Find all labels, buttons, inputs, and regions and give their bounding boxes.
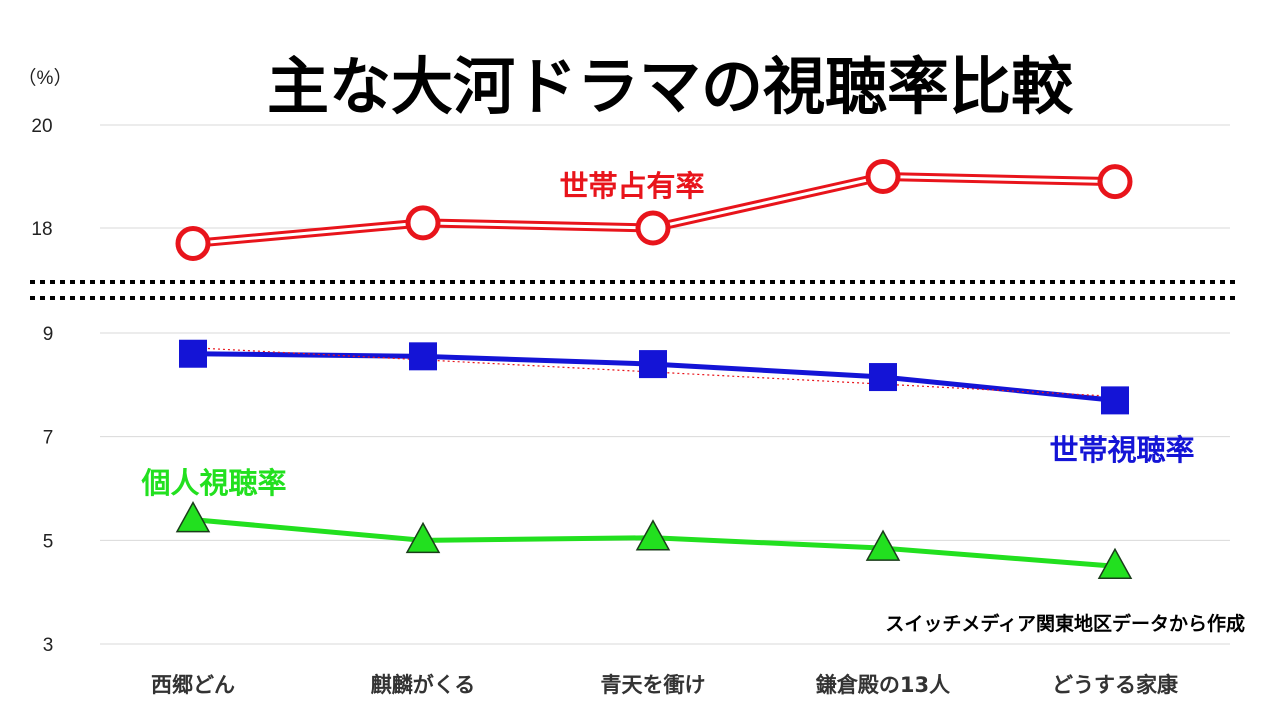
point-triangle-marker: [635, 519, 671, 551]
point-circle-marker: [405, 205, 441, 241]
point-triangle-marker: [405, 521, 441, 554]
series-label: 個人視聴率: [140, 466, 286, 500]
y-tick-label: 3: [43, 635, 54, 656]
point-triangle-marker: [175, 501, 211, 533]
y-tick-label: 9: [43, 324, 54, 345]
series-layer: [175, 159, 1133, 579]
point-square-marker: [409, 342, 437, 371]
source-note: スイッチメディア関東地区データから作成: [885, 612, 1245, 635]
y-tick-label: 7: [43, 428, 54, 449]
point-triangle-marker: [865, 529, 901, 561]
point-square-marker: [639, 350, 667, 379]
x-tick-label: 青天を衝け: [601, 673, 706, 697]
x-tick-label: 麒麟がくる: [371, 673, 476, 697]
y-axis-ticks: 20 18 9 7 5 3: [31, 116, 53, 656]
y-axis-unit: （%）: [18, 67, 73, 89]
y-tick-label: 18: [31, 219, 52, 240]
y-tick-label: 5: [43, 531, 54, 552]
point-circle-marker: [175, 225, 211, 261]
axis-break: [30, 280, 1238, 300]
point-square-marker: [1101, 386, 1129, 415]
x-tick-label: 鎌倉殿の13人: [816, 673, 950, 697]
point-circle-marker: [1097, 164, 1133, 200]
series-label: 世帯占有率: [559, 169, 704, 203]
point-circle-marker: [865, 159, 901, 194]
series-label: 世帯視聴率: [1049, 433, 1194, 467]
point-square-marker: [869, 363, 897, 392]
point-circle-marker: [635, 210, 671, 246]
point-triangle-marker: [1097, 547, 1133, 579]
chart-title: 主な大河ドラマの視聴率比較: [267, 50, 1074, 123]
x-tick-label: 西郷どん: [151, 673, 235, 697]
x-axis-ticks: 西郷どん 麒麟がくる 青天を衝け 鎌倉殿の13人 どうする家康: [151, 673, 1179, 697]
point-square-marker: [179, 339, 207, 368]
x-tick-label: どうする家康: [1052, 673, 1179, 697]
y-tick-label: 20: [31, 116, 52, 137]
